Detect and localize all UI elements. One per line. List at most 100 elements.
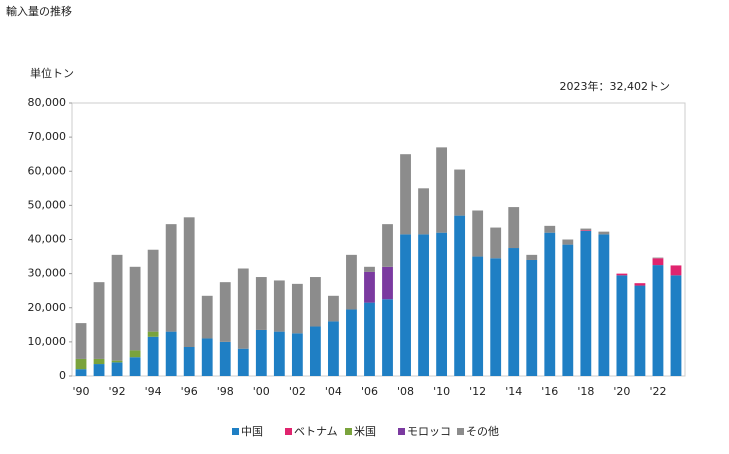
- y-tick-label: 80,000: [28, 96, 67, 109]
- bar-segment: [364, 302, 375, 376]
- bar-segment: [183, 346, 195, 376]
- x-tick-label: '14: [505, 385, 522, 398]
- x-tick-label: '16: [541, 385, 558, 398]
- bar-segment: [147, 249, 159, 332]
- bar-segment: [652, 258, 664, 266]
- bar-segment: [598, 231, 610, 235]
- bar-segment: [165, 224, 177, 332]
- bar-segment: [526, 254, 538, 260]
- bar-segment: [111, 362, 123, 376]
- bar-segment: [183, 217, 195, 347]
- legend-label: モロッコ: [407, 425, 451, 438]
- bar-segment: [508, 248, 520, 376]
- bar-segment: [490, 227, 502, 259]
- bar-segment: [129, 357, 141, 376]
- x-tick-label: '18: [577, 385, 594, 398]
- bar-segment: [255, 329, 267, 376]
- chart-title: 輸入量の推移: [6, 4, 72, 18]
- x-tick-label: '20: [613, 385, 630, 398]
- bar-segment: [75, 323, 87, 359]
- bar-segment: [364, 266, 375, 272]
- annotation: 2023年：32,402トン: [560, 79, 670, 93]
- legend-swatch: [232, 428, 239, 435]
- bar-segment: [237, 268, 249, 349]
- x-tick-label: '00: [253, 385, 270, 398]
- bar-segment: [508, 207, 520, 249]
- bar-segment: [328, 321, 339, 376]
- legend-label: 中国: [241, 425, 263, 438]
- bar-segment: [472, 210, 484, 257]
- bar-segment: [165, 331, 177, 376]
- bar-segment: [526, 259, 538, 376]
- plot-frame: [71, 102, 686, 377]
- x-tick-label: '96: [181, 385, 198, 398]
- bar-segment: [562, 239, 574, 245]
- x-tick-label: '92: [109, 385, 126, 398]
- bar-segment: [652, 265, 664, 376]
- bar-segment: [93, 358, 105, 365]
- bar-segment: [580, 230, 592, 376]
- bar-segment: [201, 338, 213, 376]
- bar-segment: [652, 257, 664, 259]
- legend-label: その他: [466, 425, 499, 438]
- bar-segment: [93, 282, 105, 359]
- y-tick-label: 40,000: [28, 233, 67, 246]
- bar-segment: [562, 244, 574, 376]
- legend-swatch: [285, 428, 292, 435]
- y-tick-label: 20,000: [28, 301, 67, 314]
- bar-segment: [111, 360, 123, 363]
- bar-segment: [580, 228, 592, 231]
- bar-segment: [273, 331, 285, 376]
- x-tick-label: '04: [325, 385, 342, 398]
- bar-segment: [382, 224, 393, 267]
- x-tick-label: '94: [145, 385, 162, 398]
- y-tick-label: 60,000: [28, 164, 67, 177]
- bar-segment: [454, 215, 466, 376]
- bar-segment: [364, 271, 375, 303]
- bar-segment: [544, 225, 556, 233]
- bar-segment: [418, 188, 429, 235]
- bar-segment: [75, 369, 87, 376]
- legend-label: ベトナム: [294, 425, 338, 438]
- bar-segment: [75, 358, 87, 370]
- legend-swatch: [398, 428, 405, 435]
- bar-segment: [436, 232, 448, 376]
- bar-segment: [219, 282, 231, 342]
- bar-segment: [129, 266, 141, 351]
- bar-segment: [147, 331, 159, 337]
- bar-segment: [436, 147, 448, 233]
- bar-segment: [219, 341, 231, 376]
- x-tick-label: '02: [289, 385, 306, 398]
- bar-segment: [670, 265, 682, 276]
- bar-segment: [255, 277, 267, 330]
- x-tick-label: '08: [397, 385, 414, 398]
- bar-segment: [328, 295, 339, 322]
- x-tick-label: '90: [72, 385, 89, 398]
- bar-segment: [400, 234, 411, 376]
- x-tick-label: '98: [217, 385, 234, 398]
- bar-segment: [616, 273, 628, 276]
- bar-segment: [400, 154, 411, 235]
- legend-label: 米国: [354, 425, 376, 438]
- bar-segment: [309, 326, 321, 376]
- bar-segment: [201, 295, 213, 339]
- x-tick-label: '06: [361, 385, 378, 398]
- y-tick-label: 0: [59, 369, 66, 382]
- bar-segment: [129, 350, 141, 358]
- y-tick-label: 70,000: [28, 130, 67, 143]
- bar-segment: [490, 258, 502, 376]
- legend-swatch: [457, 428, 464, 435]
- bar-segment: [291, 283, 303, 334]
- bar-segment: [634, 283, 646, 286]
- x-tick-label: '10: [433, 385, 450, 398]
- bar-segment: [346, 254, 357, 310]
- y-tick-label: 30,000: [28, 267, 67, 280]
- y-tick-label: 50,000: [28, 198, 67, 211]
- bar-segment: [291, 333, 303, 376]
- bar-segment: [93, 364, 105, 376]
- bar-segment: [237, 348, 249, 376]
- y-axis-label: 単位トン: [30, 66, 74, 80]
- bar-segment: [616, 275, 628, 376]
- bar-segment: [111, 254, 123, 361]
